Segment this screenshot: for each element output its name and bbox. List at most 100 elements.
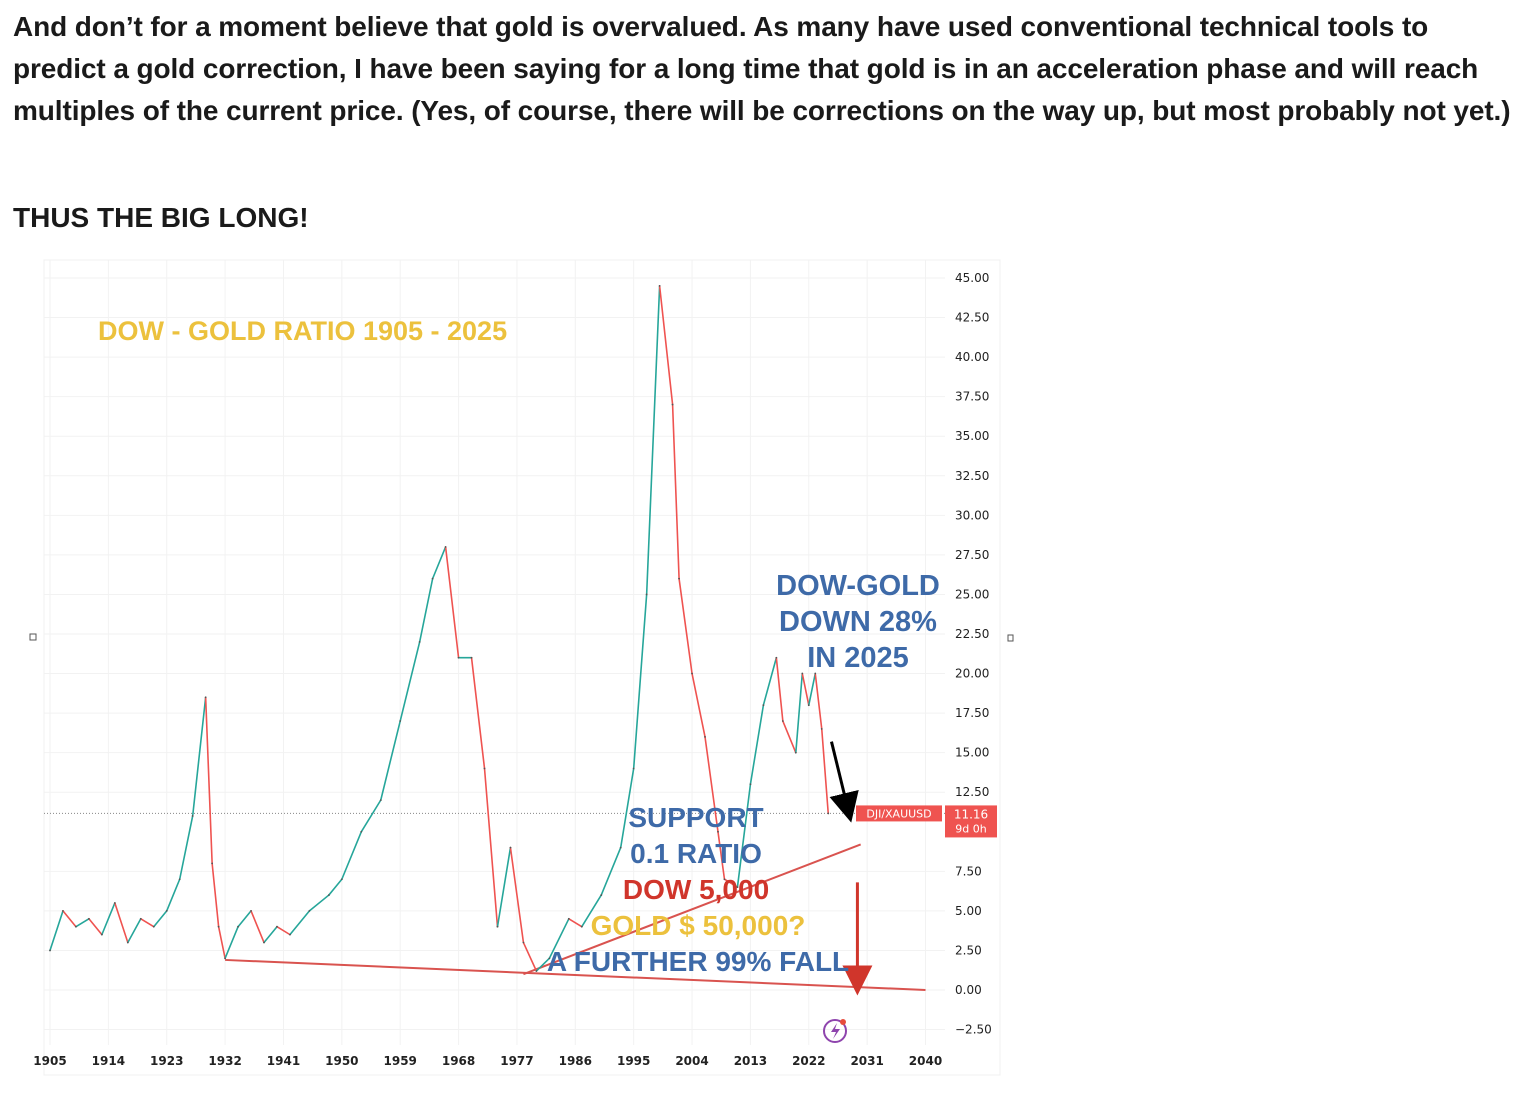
series-point — [749, 783, 752, 786]
x-tick-label: 2031 — [850, 1054, 883, 1068]
x-tick-label: 1941 — [267, 1054, 300, 1068]
y-tick-label: 20.00 — [955, 667, 989, 681]
series-point — [88, 917, 90, 920]
y-tick-label: 17.50 — [955, 706, 989, 720]
series-point — [289, 933, 291, 936]
series-segment — [749, 704, 765, 786]
annotation-text: DOW 5,000 — [623, 874, 769, 905]
series-segment — [678, 577, 693, 675]
series-segment — [782, 720, 797, 754]
series-point — [399, 720, 402, 722]
x-tick-label: 1923 — [150, 1054, 183, 1068]
series-segment — [658, 285, 674, 406]
y-tick-label: 12.50 — [955, 785, 989, 799]
ratio-series — [49, 285, 830, 972]
annotation-text: DOWN 28% — [779, 606, 937, 638]
series-point — [691, 672, 693, 675]
series-point — [360, 830, 363, 833]
series-segment — [139, 917, 155, 928]
y-tick-label: 37.50 — [955, 390, 989, 404]
series-segment — [509, 846, 525, 944]
series-point — [62, 909, 64, 912]
series-point — [717, 830, 719, 833]
series-point — [211, 862, 214, 865]
y-tick-label: 42.50 — [955, 311, 989, 325]
series-point — [276, 925, 278, 928]
series-point — [100, 933, 103, 936]
series-point — [250, 909, 252, 912]
series-point — [191, 815, 194, 817]
y-tick-label: 22.50 — [955, 627, 989, 641]
series-segment — [308, 894, 330, 912]
y-tick-label: 0.00 — [955, 983, 982, 997]
series-point — [658, 285, 661, 287]
series-point — [781, 720, 784, 722]
x-tick-label: 2013 — [734, 1054, 767, 1068]
series-point — [113, 902, 116, 904]
series-segment — [178, 815, 194, 881]
series-segment — [152, 910, 168, 928]
y-tick-label: 32.50 — [955, 469, 989, 483]
series-segment — [224, 925, 239, 960]
series-segment — [75, 917, 90, 928]
series-segment — [775, 656, 784, 722]
y-tick-label: 25.00 — [955, 587, 989, 601]
series-segment — [820, 728, 830, 815]
series-segment — [204, 696, 213, 865]
series-point — [807, 704, 810, 707]
series-point — [308, 909, 311, 912]
y-tick-label: 2.50 — [955, 943, 982, 957]
trendlines — [225, 843, 926, 991]
series-point — [827, 812, 830, 815]
series-segment — [217, 925, 226, 960]
series-point — [444, 546, 447, 548]
series-segment — [762, 656, 778, 707]
series-segment — [496, 846, 512, 928]
series-segment — [191, 696, 207, 817]
series-segment — [691, 672, 706, 738]
plot-background — [43, 259, 1001, 1076]
y-tick-label: 27.50 — [955, 548, 989, 562]
series-segment — [723, 878, 739, 888]
series-segment — [114, 902, 129, 944]
y-tick-label: −2.50 — [955, 1023, 992, 1037]
series-segment — [328, 878, 343, 896]
series-point — [496, 925, 499, 928]
series-point — [522, 941, 525, 944]
x-tick-label: 1932 — [208, 1054, 241, 1068]
series-point — [237, 925, 239, 928]
series-point — [723, 878, 726, 881]
series-point — [678, 577, 680, 580]
annotation-text: SUPPORT — [628, 802, 763, 833]
arrow — [829, 741, 859, 823]
series-segment — [341, 830, 363, 881]
series-point — [418, 641, 421, 643]
series-point — [483, 767, 486, 770]
series-point — [535, 970, 538, 972]
annotations: DOW-GOLD DOWN 28% IN 2025 SUPPORT 0.1 RATIO D… — [547, 570, 940, 977]
series-segment — [250, 910, 265, 944]
series-segment — [717, 830, 726, 881]
chart-title: DOW - GOLD RATIO 1905 - 2025 — [98, 316, 507, 346]
series-point — [457, 656, 460, 659]
series-segment — [289, 910, 311, 936]
series-segment — [165, 878, 181, 912]
series-segment — [237, 910, 252, 928]
annotation-text: A FURTHER 99% FALL — [547, 946, 849, 977]
series-segment — [263, 925, 278, 944]
x-tick-label: 1986 — [559, 1054, 592, 1068]
series-point — [379, 799, 382, 802]
series-point — [814, 672, 817, 675]
y-axis-ticks: 45.00 42.50 40.00 37.50 35.00 32.50 30.00 27.50… — [955, 271, 992, 1037]
series-segment — [580, 894, 603, 928]
annotation-text: IN 2025 — [807, 642, 909, 674]
x-tick-label: 1995 — [617, 1054, 650, 1068]
series-point — [152, 925, 155, 928]
lightning-icon — [823, 1019, 847, 1043]
series-segment — [127, 917, 142, 944]
side-handle-left — [29, 633, 37, 641]
x-axis-ticks: 1905 1914 1923 1932 1941 1950 1959 1968 1977 1986… — [33, 1054, 942, 1068]
series-point — [431, 577, 434, 580]
series-point — [775, 656, 778, 659]
series-point — [263, 941, 265, 944]
